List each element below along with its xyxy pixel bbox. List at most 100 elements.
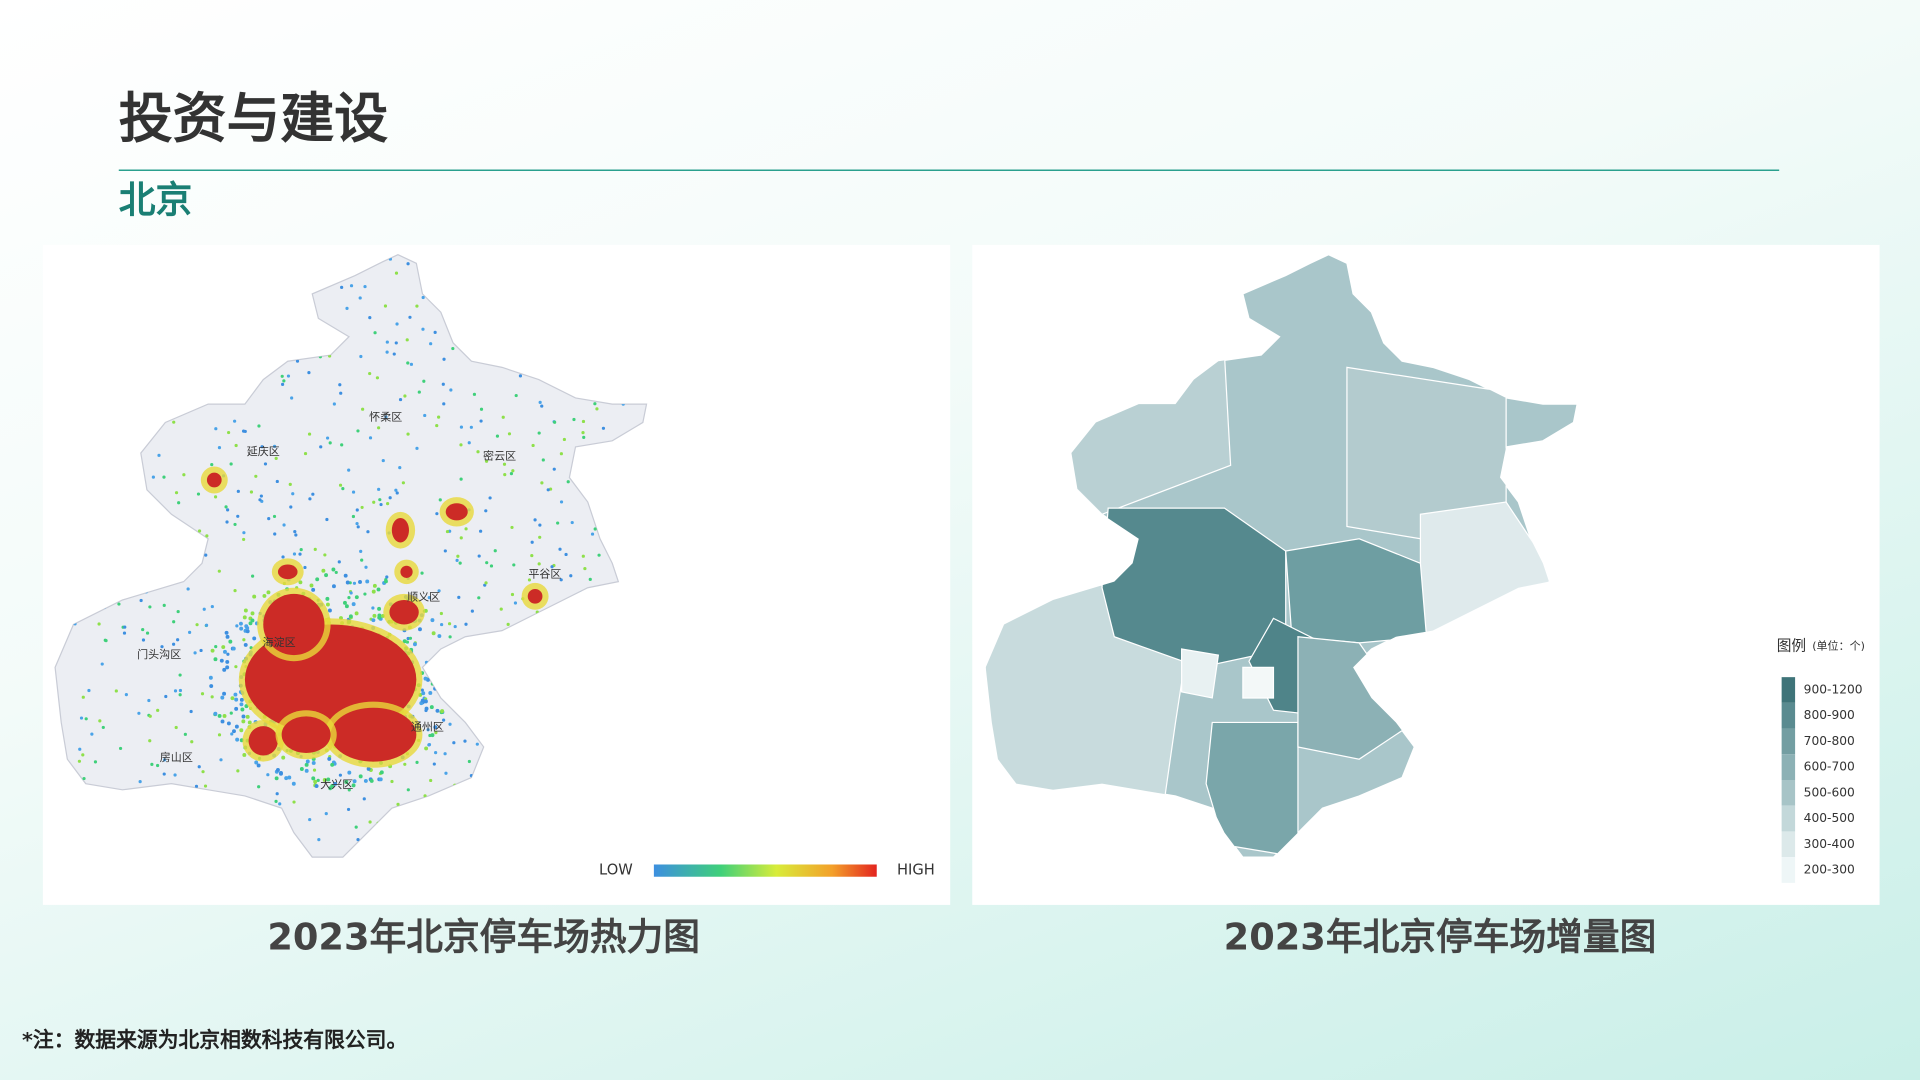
heat-dot xyxy=(406,262,410,266)
heat-dot xyxy=(243,642,248,647)
heat-dot xyxy=(254,474,258,478)
heat-dot xyxy=(272,514,277,519)
heat-dot xyxy=(354,825,358,829)
heat-dot xyxy=(78,747,82,751)
heat-dot xyxy=(210,462,214,467)
heat-dot xyxy=(441,382,445,386)
heat-dot xyxy=(82,776,86,781)
heat-dot xyxy=(331,584,336,589)
heat-dot xyxy=(422,379,426,383)
heat-dot xyxy=(440,709,445,714)
heat-dot xyxy=(430,618,435,623)
heat-dot xyxy=(552,467,556,471)
heat-dot xyxy=(141,627,145,632)
heat-dot xyxy=(379,502,383,507)
heat-dot xyxy=(347,596,351,600)
district-label: 海淀区 xyxy=(263,635,296,649)
heat-dot xyxy=(458,561,462,565)
heat-dot xyxy=(395,322,399,326)
heat-dot xyxy=(402,639,407,644)
subtitle: 北京 xyxy=(119,179,192,222)
heat-dot xyxy=(299,767,304,771)
heat-dot xyxy=(213,657,218,662)
heat-dot xyxy=(383,304,388,308)
heat-dot xyxy=(150,762,154,766)
heat-dot xyxy=(236,489,240,493)
heat-dot xyxy=(415,304,419,308)
heat-dot xyxy=(459,425,464,429)
heat-dot xyxy=(448,722,452,726)
heat-dot xyxy=(234,665,238,669)
heat-dot xyxy=(219,758,223,762)
heat-dot xyxy=(217,446,222,450)
heat-dot xyxy=(359,549,363,553)
heat-dot xyxy=(226,652,230,656)
heat-dot xyxy=(449,388,453,392)
heat-core xyxy=(445,503,468,521)
heat-dot xyxy=(429,778,433,783)
heat-dot xyxy=(79,716,84,720)
heat-dot xyxy=(344,604,349,609)
heat-dot xyxy=(423,794,427,798)
heat-dot xyxy=(484,459,489,463)
heat-dot xyxy=(513,601,518,605)
heat-dot xyxy=(303,451,308,456)
heat-dot xyxy=(403,394,407,398)
heat-dot xyxy=(457,595,461,599)
heat-dot xyxy=(447,622,452,626)
heat-dot xyxy=(431,631,436,636)
heat-dot xyxy=(324,812,328,816)
heat-dot xyxy=(250,611,255,616)
heat-dot xyxy=(346,807,351,812)
heat-dot xyxy=(396,802,400,806)
heat-dot xyxy=(233,522,237,527)
heat-dot xyxy=(210,695,214,699)
heat-dot xyxy=(372,500,376,504)
heat-dot xyxy=(437,634,442,638)
heat-dot xyxy=(510,525,514,530)
heat-dot xyxy=(553,420,557,424)
heat-dot xyxy=(227,430,231,435)
heat-dot xyxy=(312,768,317,772)
heat-dot xyxy=(311,761,316,765)
heat-dot xyxy=(559,452,563,456)
heat-dot xyxy=(307,371,311,375)
heat-dot xyxy=(118,746,123,751)
heat-dot xyxy=(139,598,143,603)
heat-dot xyxy=(234,443,238,448)
heat-dot xyxy=(124,693,128,697)
heat-dot xyxy=(173,689,178,693)
heat-dot xyxy=(511,469,515,473)
heat-dot xyxy=(196,492,201,496)
district-label: 怀柔区 xyxy=(369,411,402,424)
heat-dot xyxy=(239,728,244,733)
heat-dot xyxy=(303,565,307,570)
heat-dot xyxy=(217,733,222,737)
heat-dot xyxy=(243,608,248,613)
heat-dot xyxy=(90,732,94,736)
legend-swatch xyxy=(1781,805,1796,832)
heat-dot xyxy=(225,659,230,664)
heat-core xyxy=(206,472,222,488)
heat-dot xyxy=(394,271,399,275)
heat-dot xyxy=(443,752,447,756)
heat-dot xyxy=(325,596,330,601)
heat-dot xyxy=(291,781,296,786)
heat-dot xyxy=(226,721,231,726)
heat-dot xyxy=(305,759,310,764)
heat-dot xyxy=(356,429,360,433)
heat-dot xyxy=(225,665,230,670)
heat-dot xyxy=(593,402,597,406)
heat-dot xyxy=(477,596,481,600)
heat-dot xyxy=(506,622,510,626)
heat-dot xyxy=(327,608,332,613)
heat-dot xyxy=(499,607,503,611)
heat-dot xyxy=(570,520,574,525)
heat-dot xyxy=(327,756,332,761)
legend-label: 800-900 xyxy=(1804,708,1855,722)
heat-dot xyxy=(472,392,477,396)
heat-dot xyxy=(178,693,182,697)
heat-dot xyxy=(100,662,104,666)
heat-dot xyxy=(172,642,176,646)
heat-dot xyxy=(442,402,446,406)
